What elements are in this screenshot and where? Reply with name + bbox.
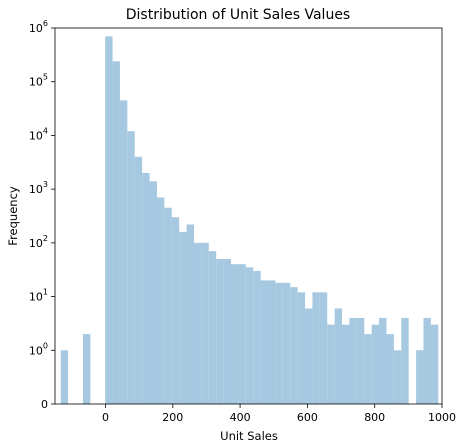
histogram-bar — [105, 36, 113, 405]
y-tick-label: 104 — [29, 126, 48, 142]
histogram-bar — [319, 292, 328, 404]
histogram-bar — [275, 282, 283, 404]
chart-title: Distribution of Unit Sales Values — [126, 7, 350, 23]
x-tick-label: 600 — [297, 411, 318, 424]
histogram-bar — [60, 350, 69, 404]
histogram-bar — [305, 308, 313, 404]
histogram-bar — [208, 251, 217, 404]
histogram-bar — [282, 282, 291, 404]
histogram-bar — [371, 324, 380, 404]
histogram-bar — [416, 350, 424, 404]
histogram-bar — [268, 280, 276, 404]
y-tick-label: 102 — [29, 234, 48, 250]
histogram-bar — [364, 334, 372, 404]
histogram-bar — [379, 317, 387, 404]
histogram-bar — [356, 317, 365, 404]
histogram-bar — [179, 231, 187, 404]
x-tick-label: 200 — [162, 411, 183, 424]
histogram-bar — [401, 317, 409, 404]
histogram-bar — [297, 292, 306, 404]
histogram-bar — [312, 292, 320, 404]
histogram-bar — [223, 259, 232, 404]
histogram-bar — [253, 270, 261, 404]
y-tick-label: 100 — [29, 341, 48, 357]
x-tick-label: 0 — [102, 411, 109, 424]
histogram-bar — [231, 264, 239, 404]
plot-frame — [54, 27, 443, 405]
histogram-bar — [127, 131, 135, 404]
histogram-bar — [349, 317, 357, 404]
histogram-bar — [342, 324, 350, 404]
bars-group — [60, 36, 439, 405]
y-axis-label: Frequency — [6, 186, 20, 246]
histogram-bar — [393, 350, 402, 404]
histogram-bar — [112, 61, 120, 405]
histogram-bar — [82, 334, 91, 404]
histogram-bar — [423, 317, 431, 404]
histogram-bar — [142, 172, 150, 404]
histogram-bar — [238, 264, 246, 404]
histogram-bar — [149, 181, 157, 404]
histogram-bar — [334, 308, 343, 404]
histogram-bar — [430, 324, 439, 404]
histogram-bar — [156, 197, 165, 404]
histogram-bar — [171, 217, 180, 404]
histogram-bar — [260, 280, 269, 404]
histogram-bar — [201, 242, 209, 404]
axes-group: 0 200 400 600 800 1000 0 100 101 102 103 104 105 106 — [29, 19, 456, 424]
x-tick-label: 1000 — [428, 411, 456, 424]
y-tick-label: 103 — [29, 180, 48, 196]
x-tick-label: 400 — [230, 411, 251, 424]
histogram-bar — [119, 100, 128, 404]
y-tick-label: 106 — [29, 19, 48, 35]
histogram-bar — [327, 324, 335, 404]
x-axis-label: Unit Sales — [220, 429, 278, 443]
histogram-bar — [164, 207, 172, 404]
y-tick-label: 101 — [29, 288, 48, 304]
histogram-bar — [245, 267, 254, 404]
y-tick-label: 0 — [41, 398, 48, 411]
histogram-bar — [134, 156, 143, 404]
histogram-bar — [216, 259, 224, 404]
histogram-bar — [193, 242, 202, 404]
x-tick-label: 800 — [364, 411, 385, 424]
histogram-bar — [290, 287, 298, 404]
y-tick-label: 105 — [29, 73, 48, 89]
histogram-bar — [186, 224, 194, 404]
histogram-bar — [386, 334, 394, 404]
